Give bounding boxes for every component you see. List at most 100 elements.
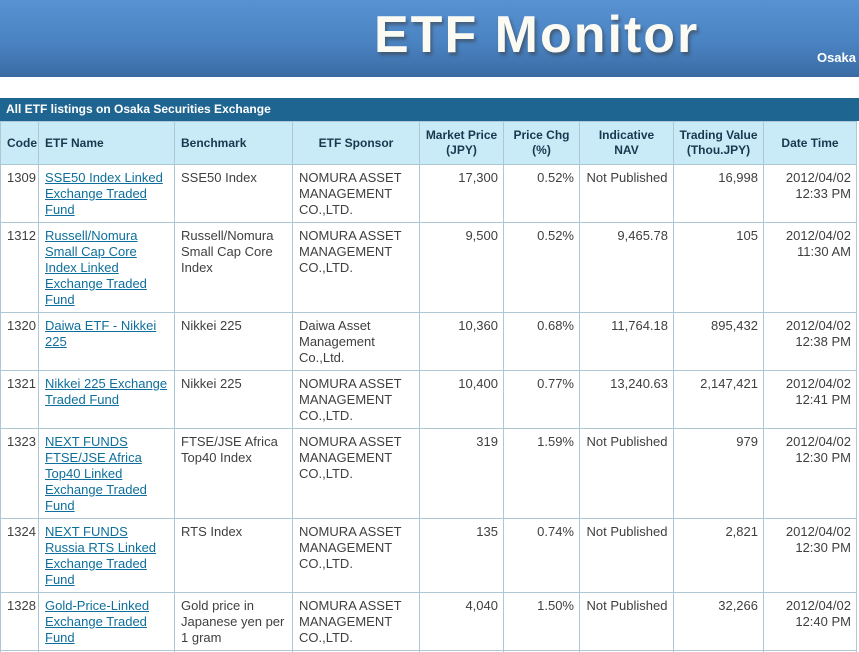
indicative-nav: Not Published — [579, 518, 674, 593]
table-body: 1309 SSE50 Index Linked Exchange Traded … — [0, 164, 857, 652]
date-time: 2012/04/02 12:33 PM — [763, 164, 857, 223]
market-price: 135 — [419, 518, 504, 593]
price-change: 0.74% — [503, 518, 580, 593]
date: 2012/04/02 — [785, 598, 851, 613]
table-row: 1321 Nikkei 225 Exchange Traded Fund Nik… — [0, 370, 857, 429]
benchmark: Nikkei 225 — [174, 312, 293, 371]
table-row: 1309 SSE50 Index Linked Exchange Traded … — [0, 164, 857, 223]
etf-name-cell: SSE50 Index Linked Exchange Traded Fund — [38, 164, 175, 223]
etf-name-link[interactable]: Gold-Price-Linked Exchange Traded Fund — [45, 598, 150, 645]
table-row: 1323 NEXT FUNDS FTSE/JSE Africa Top40 Li… — [0, 428, 857, 519]
date-time: 2012/04/02 12:30 PM — [763, 518, 857, 593]
benchmark: RTS Index — [174, 518, 293, 593]
etf-name-cell: NEXT FUNDS FTSE/JSE Africa Top40 Linked … — [38, 428, 175, 519]
price-change: 1.50% — [503, 592, 580, 651]
date: 2012/04/02 — [785, 228, 851, 243]
date: 2012/04/02 — [785, 170, 851, 185]
benchmark: Russell/Nomura Small Cap Core Index — [174, 222, 293, 313]
etf-code: 1320 — [0, 312, 39, 371]
column-header: ETF Name — [38, 121, 175, 165]
market-price: 319 — [419, 428, 504, 519]
price-change: 0.52% — [503, 222, 580, 313]
etf-sponsor: NOMURA ASSET MANAGEMENT CO.,LTD. — [292, 222, 420, 313]
market-price: 10,400 — [419, 370, 504, 429]
etf-code: 1312 — [0, 222, 39, 313]
column-header: Market Price (JPY) — [419, 121, 504, 165]
trading-value: 895,432 — [673, 312, 764, 371]
price-change: 1.59% — [503, 428, 580, 519]
date: 2012/04/02 — [785, 376, 851, 391]
date-time: 2012/04/02 12:30 PM — [763, 428, 857, 519]
etf-name-link[interactable]: NEXT FUNDS Russia RTS Linked Exchange Tr… — [45, 524, 157, 587]
etf-code: 1321 — [0, 370, 39, 429]
etf-name-cell: Daiwa ETF - Nikkei 225 — [38, 312, 175, 371]
market-price: 4,040 — [419, 592, 504, 651]
etf-name-cell: Nikkei 225 Exchange Traded Fund — [38, 370, 175, 429]
column-header: Price Chg (%) — [503, 121, 580, 165]
etf-name-cell: Russell/Nomura Small Cap Core Index Link… — [38, 222, 175, 313]
etf-sponsor: Daiwa Asset Management Co.,Ltd. — [292, 312, 420, 371]
etf-name-link[interactable]: SSE50 Index Linked Exchange Traded Fund — [45, 170, 163, 217]
trading-value: 32,266 — [673, 592, 764, 651]
etf-name-link[interactable]: Daiwa ETF - Nikkei 225 — [45, 318, 157, 349]
etf-code: 1309 — [0, 164, 39, 223]
benchmark: Gold price in Japanese yen per 1 gram — [174, 592, 293, 651]
trading-value: 105 — [673, 222, 764, 313]
price-change: 0.68% — [503, 312, 580, 371]
app-banner: ETF Monitor Osaka — [0, 0, 859, 77]
price-change: 0.52% — [503, 164, 580, 223]
time: 12:30 PM — [795, 540, 851, 555]
column-header: Benchmark — [174, 121, 293, 165]
table-row: 1346 MAXIS NIKKEI225 ETF Nikkei 225 Mits… — [0, 650, 857, 652]
indicative-nav: 9,465.78 — [579, 222, 674, 313]
exchange-label: Osaka — [816, 50, 856, 65]
etf-code: 1324 — [0, 518, 39, 593]
etf-name-link[interactable]: NEXT FUNDS FTSE/JSE Africa Top40 Linked … — [45, 434, 147, 513]
date-time: 2012/04/02 11:30 AM — [763, 222, 857, 313]
table-header-row: Code ETF Name Benchmark ETF Sponsor Mark… — [0, 121, 857, 165]
column-header: Code — [0, 121, 39, 165]
etf-sponsor: NOMURA ASSET MANAGEMENT CO.,LTD. — [292, 592, 420, 651]
market-price: 17,300 — [419, 164, 504, 223]
date: 2012/04/02 — [785, 434, 851, 449]
etf-name-cell: NEXT FUNDS Russia RTS Linked Exchange Tr… — [38, 518, 175, 593]
date: 2012/04/02 — [785, 318, 851, 333]
etf-name-link[interactable]: Russell/Nomura Small Cap Core Index Link… — [45, 228, 147, 307]
trading-value: 2,821 — [673, 518, 764, 593]
page-title: ETF Monitor — [374, 6, 700, 64]
time: 12:30 PM — [795, 450, 851, 465]
date-time: 2012/04/02 12:41 PM — [763, 370, 857, 429]
time: 12:33 PM — [795, 186, 851, 201]
column-header: ETF Sponsor — [292, 121, 420, 165]
indicative-nav: Not Published — [579, 428, 674, 519]
table-row: 1328 Gold-Price-Linked Exchange Traded F… — [0, 592, 857, 651]
etf-code: 1323 — [0, 428, 39, 519]
etf-table: Code ETF Name Benchmark ETF Sponsor Mark… — [0, 121, 857, 652]
etf-code: 1328 — [0, 592, 39, 651]
indicative-nav: 11,764.18 — [579, 312, 674, 371]
etf-sponsor: NOMURA ASSET MANAGEMENT CO.,LTD. — [292, 164, 420, 223]
benchmark: Nikkei 225 — [174, 370, 293, 429]
etf-sponsor: NOMURA ASSET MANAGEMENT CO.,LTD. — [292, 428, 420, 519]
etf-sponsor: NOMURA ASSET MANAGEMENT CO.,LTD. — [292, 518, 420, 593]
trading-value: 2,147,421 — [673, 370, 764, 429]
price-change: 0.77% — [503, 370, 580, 429]
market-price: 9,500 — [419, 222, 504, 313]
time: 12:38 PM — [795, 334, 851, 349]
indicative-nav: Not Published — [579, 592, 674, 651]
table-row: 1320 Daiwa ETF - Nikkei 225 Nikkei 225 D… — [0, 312, 857, 371]
market-price: 10,360 — [419, 312, 504, 371]
etf-name-cell: Gold-Price-Linked Exchange Traded Fund — [38, 592, 175, 651]
date-time: 2012/04/02 12:38 PM — [763, 312, 857, 371]
etf-name-link[interactable]: Nikkei 225 Exchange Traded Fund — [45, 376, 168, 407]
etf-sponsor: NOMURA ASSET MANAGEMENT CO.,LTD. — [292, 370, 420, 429]
table-row: 1324 NEXT FUNDS Russia RTS Linked Exchan… — [0, 518, 857, 593]
trading-value: 16,998 — [673, 164, 764, 223]
indicative-nav: Not Published — [579, 164, 674, 223]
table-caption: All ETF listings on Osaka Securities Exc… — [0, 98, 859, 121]
benchmark: FTSE/JSE Africa Top40 Index — [174, 428, 293, 519]
column-header: Indicative NAV — [579, 121, 674, 165]
time: 11:30 AM — [797, 244, 851, 259]
